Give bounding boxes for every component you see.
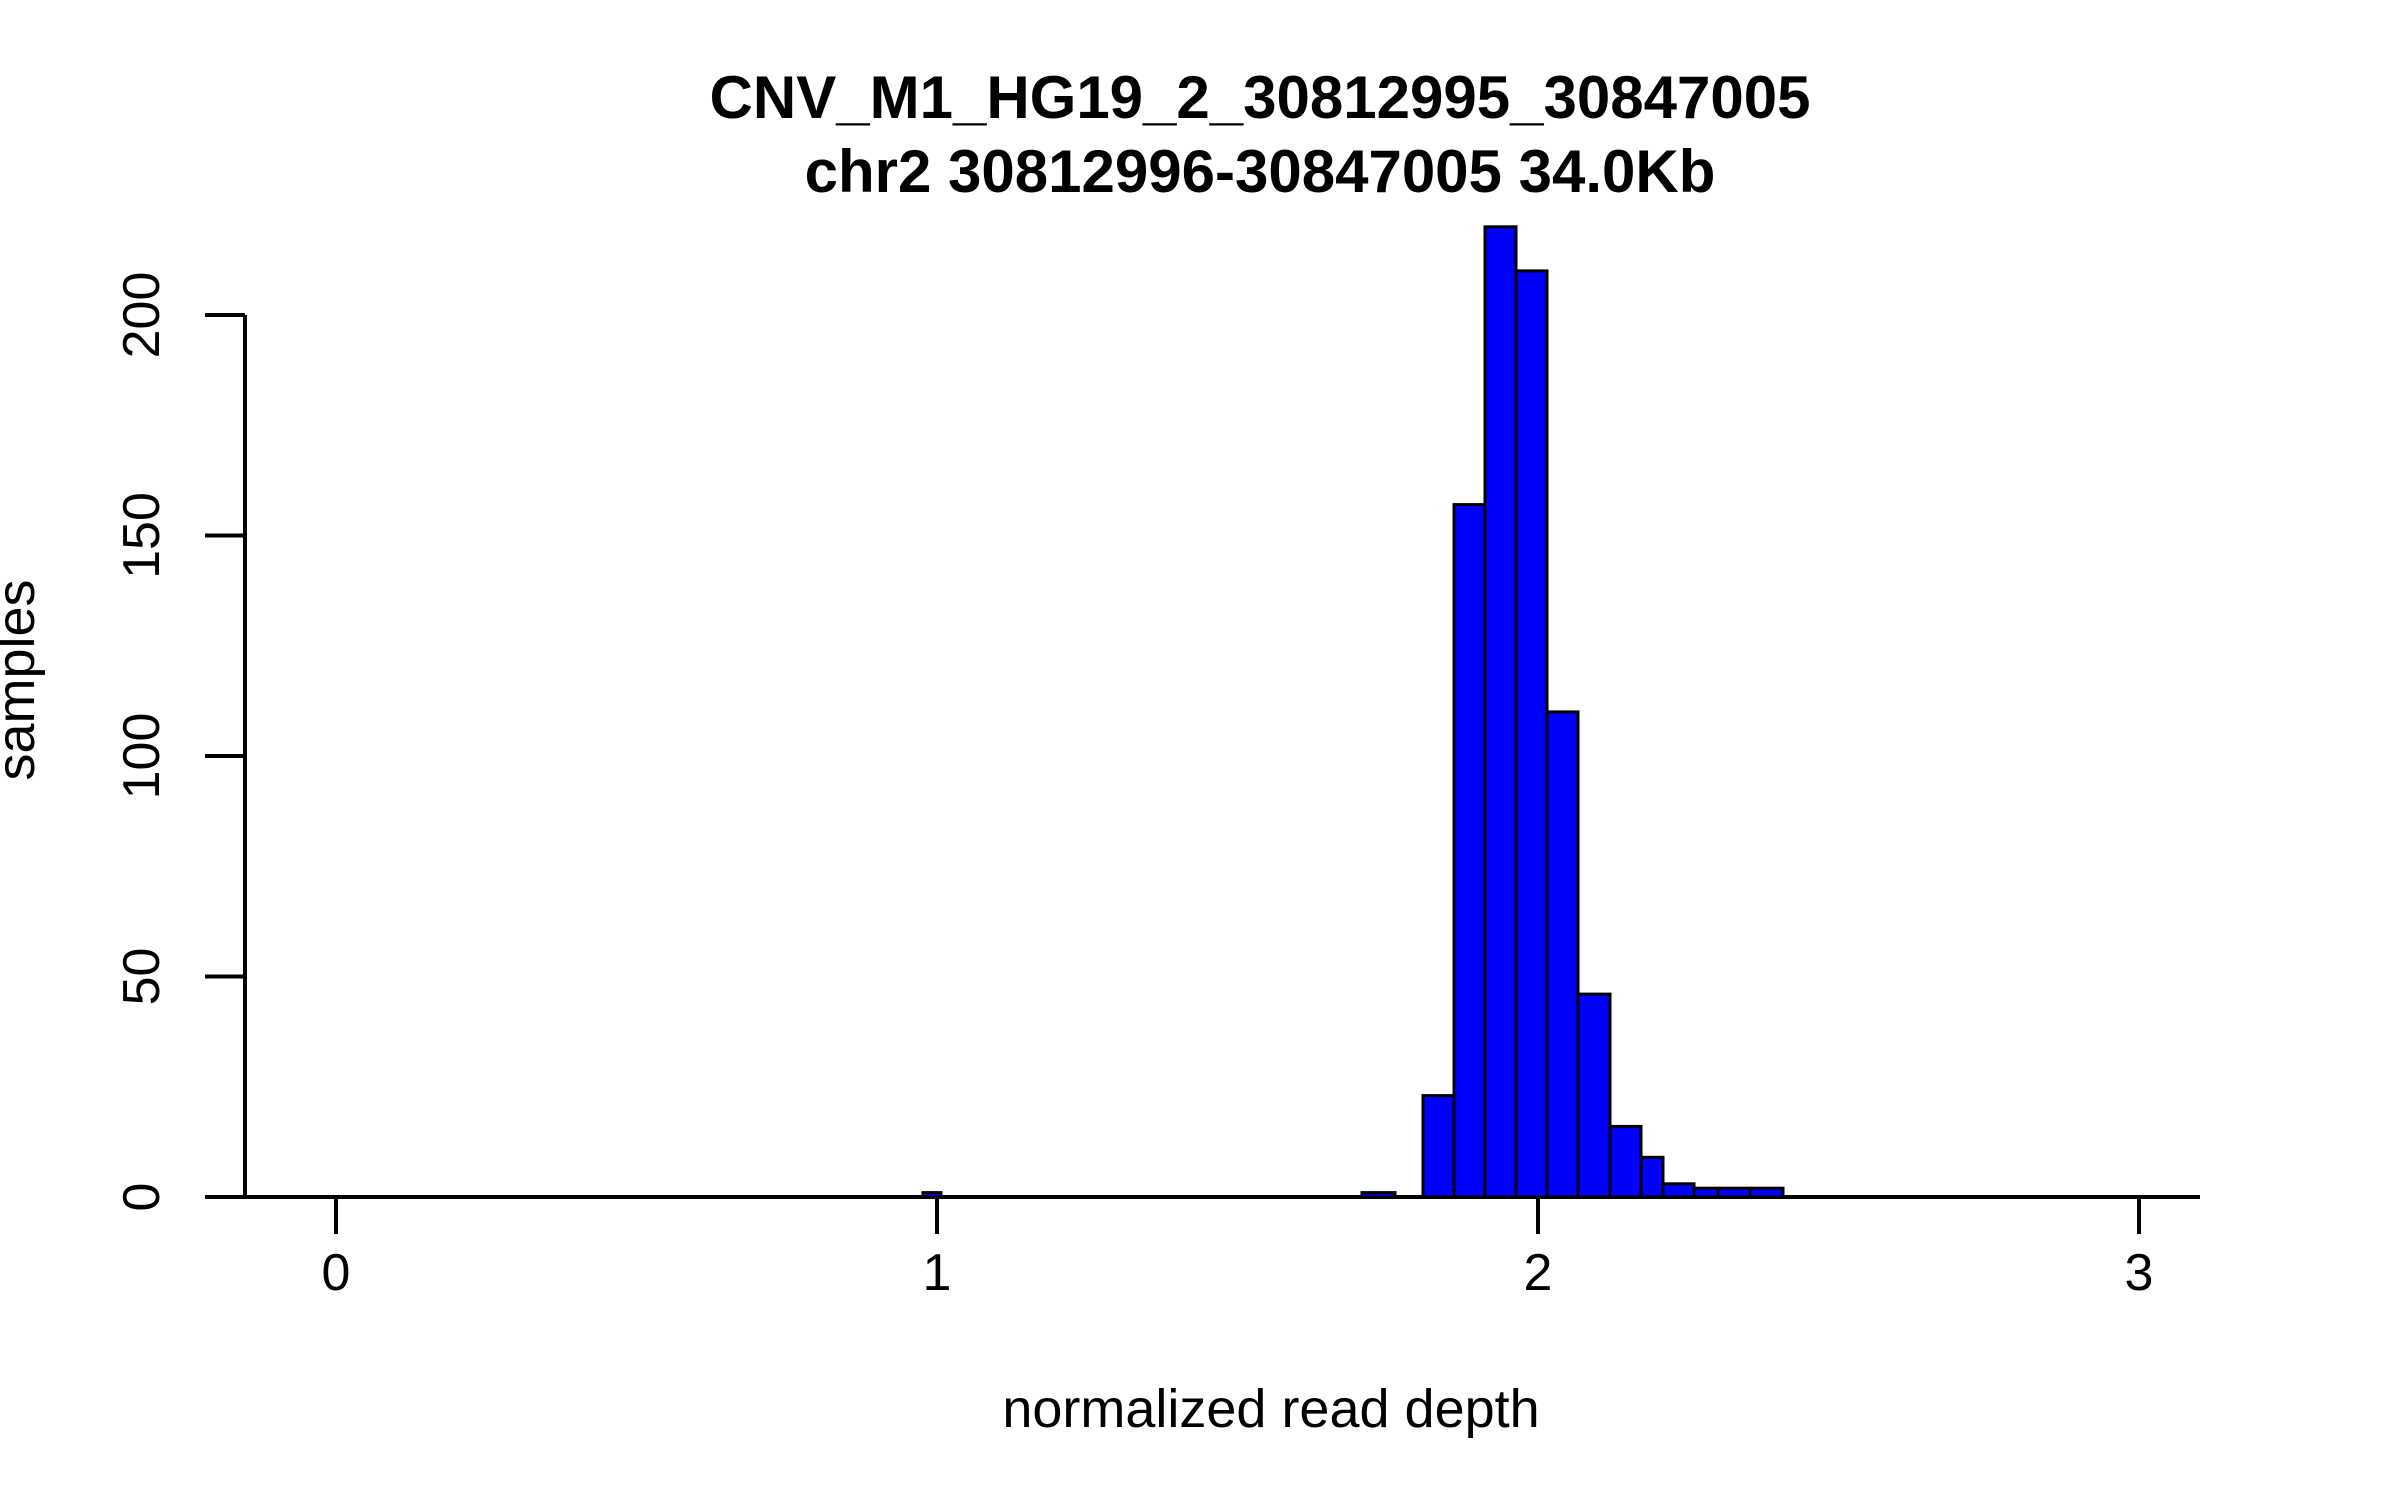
svg-text:0: 0	[322, 1244, 351, 1302]
svg-text:3: 3	[2125, 1244, 2154, 1302]
svg-text:0: 0	[113, 1183, 171, 1212]
svg-text:samples: samples	[0, 579, 46, 780]
svg-text:CNV_M1_HG19_2_30812995_3084700: CNV_M1_HG19_2_30812995_30847005	[710, 64, 1811, 131]
svg-text:50: 50	[113, 948, 171, 1006]
svg-text:100: 100	[113, 713, 171, 800]
svg-text:150: 150	[113, 492, 171, 579]
svg-text:chr2 30812996-30847005 34.0Kb: chr2 30812996-30847005 34.0Kb	[805, 138, 1716, 205]
svg-text:200: 200	[113, 272, 171, 359]
svg-text:2: 2	[1524, 1244, 1553, 1302]
svg-text:normalized read depth: normalized read depth	[1002, 1379, 1539, 1439]
svg-text:1: 1	[923, 1244, 952, 1302]
